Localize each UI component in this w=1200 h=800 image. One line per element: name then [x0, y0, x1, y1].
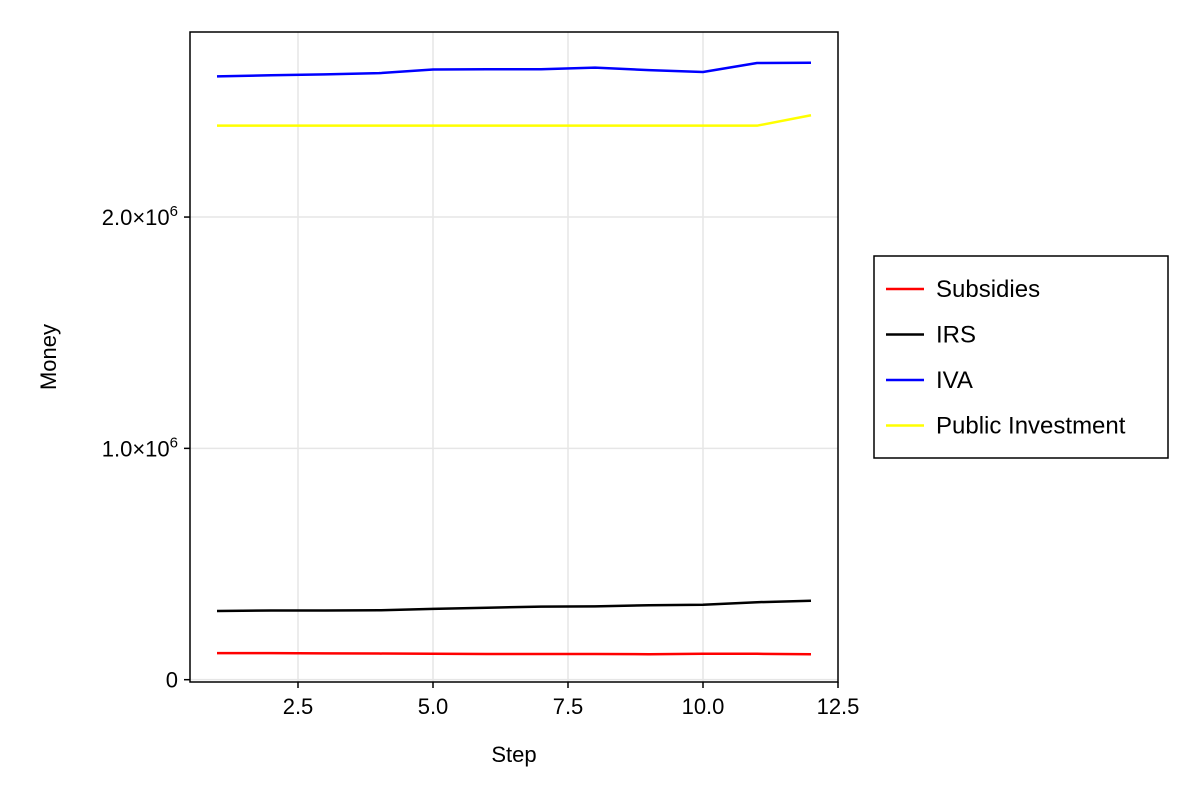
grid-lines [190, 32, 838, 682]
x-axis-label: Step [491, 742, 536, 767]
y-tick-label: 0 [166, 668, 178, 693]
legend-label: IRS [936, 322, 976, 349]
x-axis: 2.5 5.0 7.5 10.0 12.5 [283, 682, 860, 719]
y-tick-label: 2.0×106 [102, 203, 178, 230]
x-tick-label: 10.0 [682, 694, 725, 719]
x-tick-label: 5.0 [418, 694, 449, 719]
legend-label: Subsidies [936, 276, 1040, 303]
legend: Subsidies IRS IVA Public Investment [873, 255, 1169, 459]
y-axis-label: Money [36, 324, 61, 390]
legend-label: Public Investment [936, 413, 1126, 440]
series-line-public-investment [217, 114, 812, 127]
series-line-iva [216, 61, 812, 78]
y-axis: 0 1.0×106 2.0×106 [102, 203, 190, 693]
series-line-irs [216, 599, 812, 613]
x-tick-label: 7.5 [553, 694, 584, 719]
x-tick-label: 12.5 [817, 694, 860, 719]
series-line-subsidies [217, 651, 812, 656]
plot-frame [189, 31, 839, 683]
series-lines [216, 61, 812, 656]
x-tick-label: 2.5 [283, 694, 314, 719]
y-tick-label: 1.0×106 [102, 434, 178, 461]
legend-label: IVA [936, 367, 973, 394]
